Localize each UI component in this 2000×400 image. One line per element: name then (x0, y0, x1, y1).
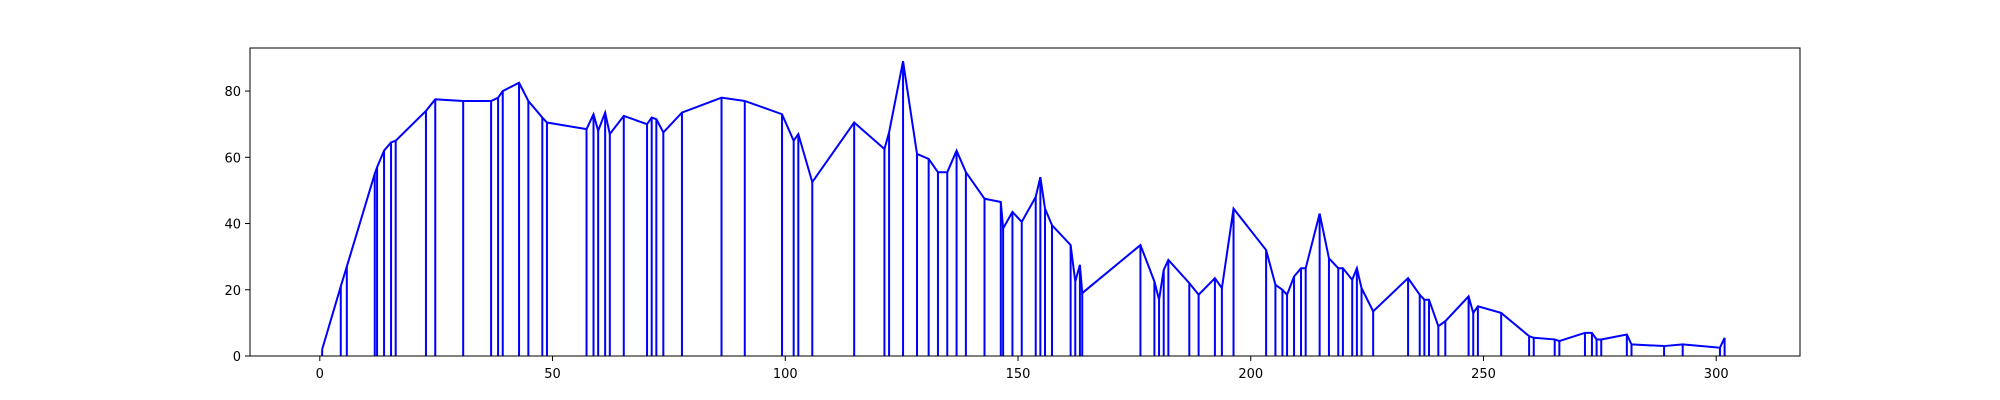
y-tick-label: 20 (224, 284, 241, 299)
plot-area-frame (249, 47, 1801, 357)
y-tick-label: 80 (224, 85, 241, 100)
x-tick-label: 200 (1238, 367, 1263, 382)
y-axis: 0 20 40 60 80 (224, 85, 250, 365)
y-tick-label: 0 (233, 350, 241, 365)
stem-lines (321, 61, 1726, 356)
data-line-series (321, 61, 1726, 350)
x-tick-label: 250 (1471, 367, 1496, 382)
x-tick-label: 150 (1006, 367, 1031, 382)
x-tick-label: 100 (773, 367, 798, 382)
x-tick-label: 300 (1704, 367, 1729, 382)
y-tick-label: 60 (224, 151, 241, 166)
y-tick-label: 40 (224, 218, 241, 233)
x-axis: 0 50 100 150 200 250 300 (316, 356, 1729, 382)
x-tick-label: 0 (316, 367, 324, 382)
x-tick-label: 50 (544, 367, 561, 382)
